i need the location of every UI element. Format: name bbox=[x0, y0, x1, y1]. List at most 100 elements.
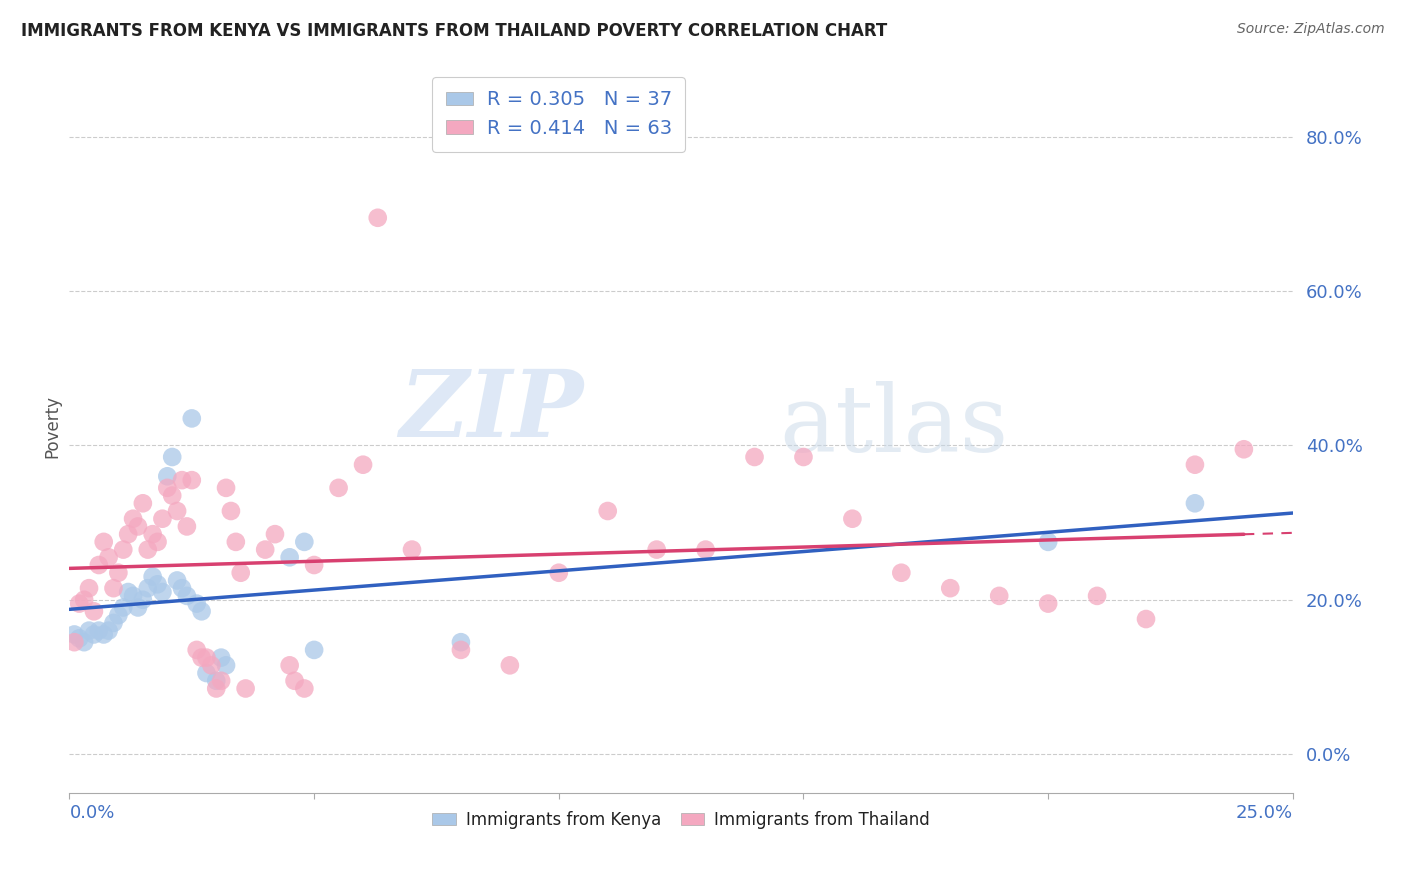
Point bbox=[988, 589, 1011, 603]
Point bbox=[695, 542, 717, 557]
Point bbox=[283, 673, 305, 688]
Point bbox=[205, 681, 228, 696]
Point bbox=[744, 450, 766, 464]
Point bbox=[63, 627, 86, 641]
Point bbox=[146, 534, 169, 549]
Point bbox=[1184, 458, 1206, 472]
Point bbox=[180, 411, 202, 425]
Point bbox=[97, 550, 120, 565]
Point bbox=[328, 481, 350, 495]
Point bbox=[83, 627, 105, 641]
Point bbox=[352, 458, 374, 472]
Point bbox=[107, 566, 129, 580]
Point bbox=[229, 566, 252, 580]
Text: ZIP: ZIP bbox=[399, 367, 583, 457]
Point bbox=[93, 627, 115, 641]
Point bbox=[170, 473, 193, 487]
Text: atlas: atlas bbox=[779, 381, 1008, 471]
Point bbox=[186, 597, 208, 611]
Point bbox=[160, 489, 183, 503]
Point bbox=[142, 569, 165, 583]
Point bbox=[156, 469, 179, 483]
Point bbox=[186, 643, 208, 657]
Point bbox=[152, 512, 174, 526]
Point bbox=[254, 542, 277, 557]
Point bbox=[73, 592, 96, 607]
Point bbox=[1233, 442, 1256, 457]
Point bbox=[1036, 597, 1059, 611]
Point bbox=[367, 211, 389, 225]
Point bbox=[127, 519, 149, 533]
Point bbox=[205, 673, 228, 688]
Point bbox=[166, 504, 188, 518]
Legend: Immigrants from Kenya, Immigrants from Thailand: Immigrants from Kenya, Immigrants from T… bbox=[426, 805, 936, 836]
Point bbox=[156, 481, 179, 495]
Point bbox=[132, 592, 155, 607]
Point bbox=[117, 527, 139, 541]
Point bbox=[136, 581, 159, 595]
Point bbox=[112, 542, 135, 557]
Point bbox=[176, 589, 198, 603]
Point bbox=[215, 481, 238, 495]
Point bbox=[127, 600, 149, 615]
Point bbox=[1135, 612, 1157, 626]
Point bbox=[264, 527, 287, 541]
Point bbox=[1085, 589, 1108, 603]
Point bbox=[401, 542, 423, 557]
Point bbox=[146, 577, 169, 591]
Point bbox=[112, 600, 135, 615]
Text: 0.0%: 0.0% bbox=[69, 805, 115, 822]
Point bbox=[1036, 534, 1059, 549]
Point bbox=[195, 666, 218, 681]
Point bbox=[302, 558, 325, 572]
Point bbox=[190, 604, 212, 618]
Point bbox=[77, 624, 100, 638]
Point bbox=[67, 597, 90, 611]
Point bbox=[547, 566, 569, 580]
Point bbox=[190, 650, 212, 665]
Point bbox=[107, 608, 129, 623]
Point bbox=[278, 550, 301, 565]
Point bbox=[83, 604, 105, 618]
Text: IMMIGRANTS FROM KENYA VS IMMIGRANTS FROM THAILAND POVERTY CORRELATION CHART: IMMIGRANTS FROM KENYA VS IMMIGRANTS FROM… bbox=[21, 22, 887, 40]
Point bbox=[450, 643, 472, 657]
Point bbox=[87, 624, 110, 638]
Point bbox=[77, 581, 100, 595]
Point bbox=[122, 589, 145, 603]
Point bbox=[292, 534, 315, 549]
Point bbox=[160, 450, 183, 464]
Point bbox=[142, 527, 165, 541]
Point bbox=[225, 534, 247, 549]
Point bbox=[180, 473, 202, 487]
Point bbox=[292, 681, 315, 696]
Point bbox=[278, 658, 301, 673]
Point bbox=[176, 519, 198, 533]
Point bbox=[132, 496, 155, 510]
Point bbox=[117, 585, 139, 599]
Point bbox=[645, 542, 668, 557]
Point bbox=[450, 635, 472, 649]
Point bbox=[87, 558, 110, 572]
Point bbox=[939, 581, 962, 595]
Point bbox=[63, 635, 86, 649]
Point bbox=[103, 581, 125, 595]
Y-axis label: Poverty: Poverty bbox=[44, 394, 60, 458]
Point bbox=[215, 658, 238, 673]
Text: 25.0%: 25.0% bbox=[1236, 805, 1292, 822]
Point bbox=[890, 566, 912, 580]
Point bbox=[103, 615, 125, 630]
Point bbox=[97, 624, 120, 638]
Point bbox=[93, 534, 115, 549]
Point bbox=[596, 504, 619, 518]
Point bbox=[499, 658, 522, 673]
Point bbox=[1184, 496, 1206, 510]
Point bbox=[841, 512, 863, 526]
Point bbox=[302, 643, 325, 657]
Point bbox=[67, 632, 90, 646]
Point bbox=[195, 650, 218, 665]
Point bbox=[136, 542, 159, 557]
Point bbox=[152, 585, 174, 599]
Point bbox=[792, 450, 814, 464]
Point bbox=[73, 635, 96, 649]
Point bbox=[122, 512, 145, 526]
